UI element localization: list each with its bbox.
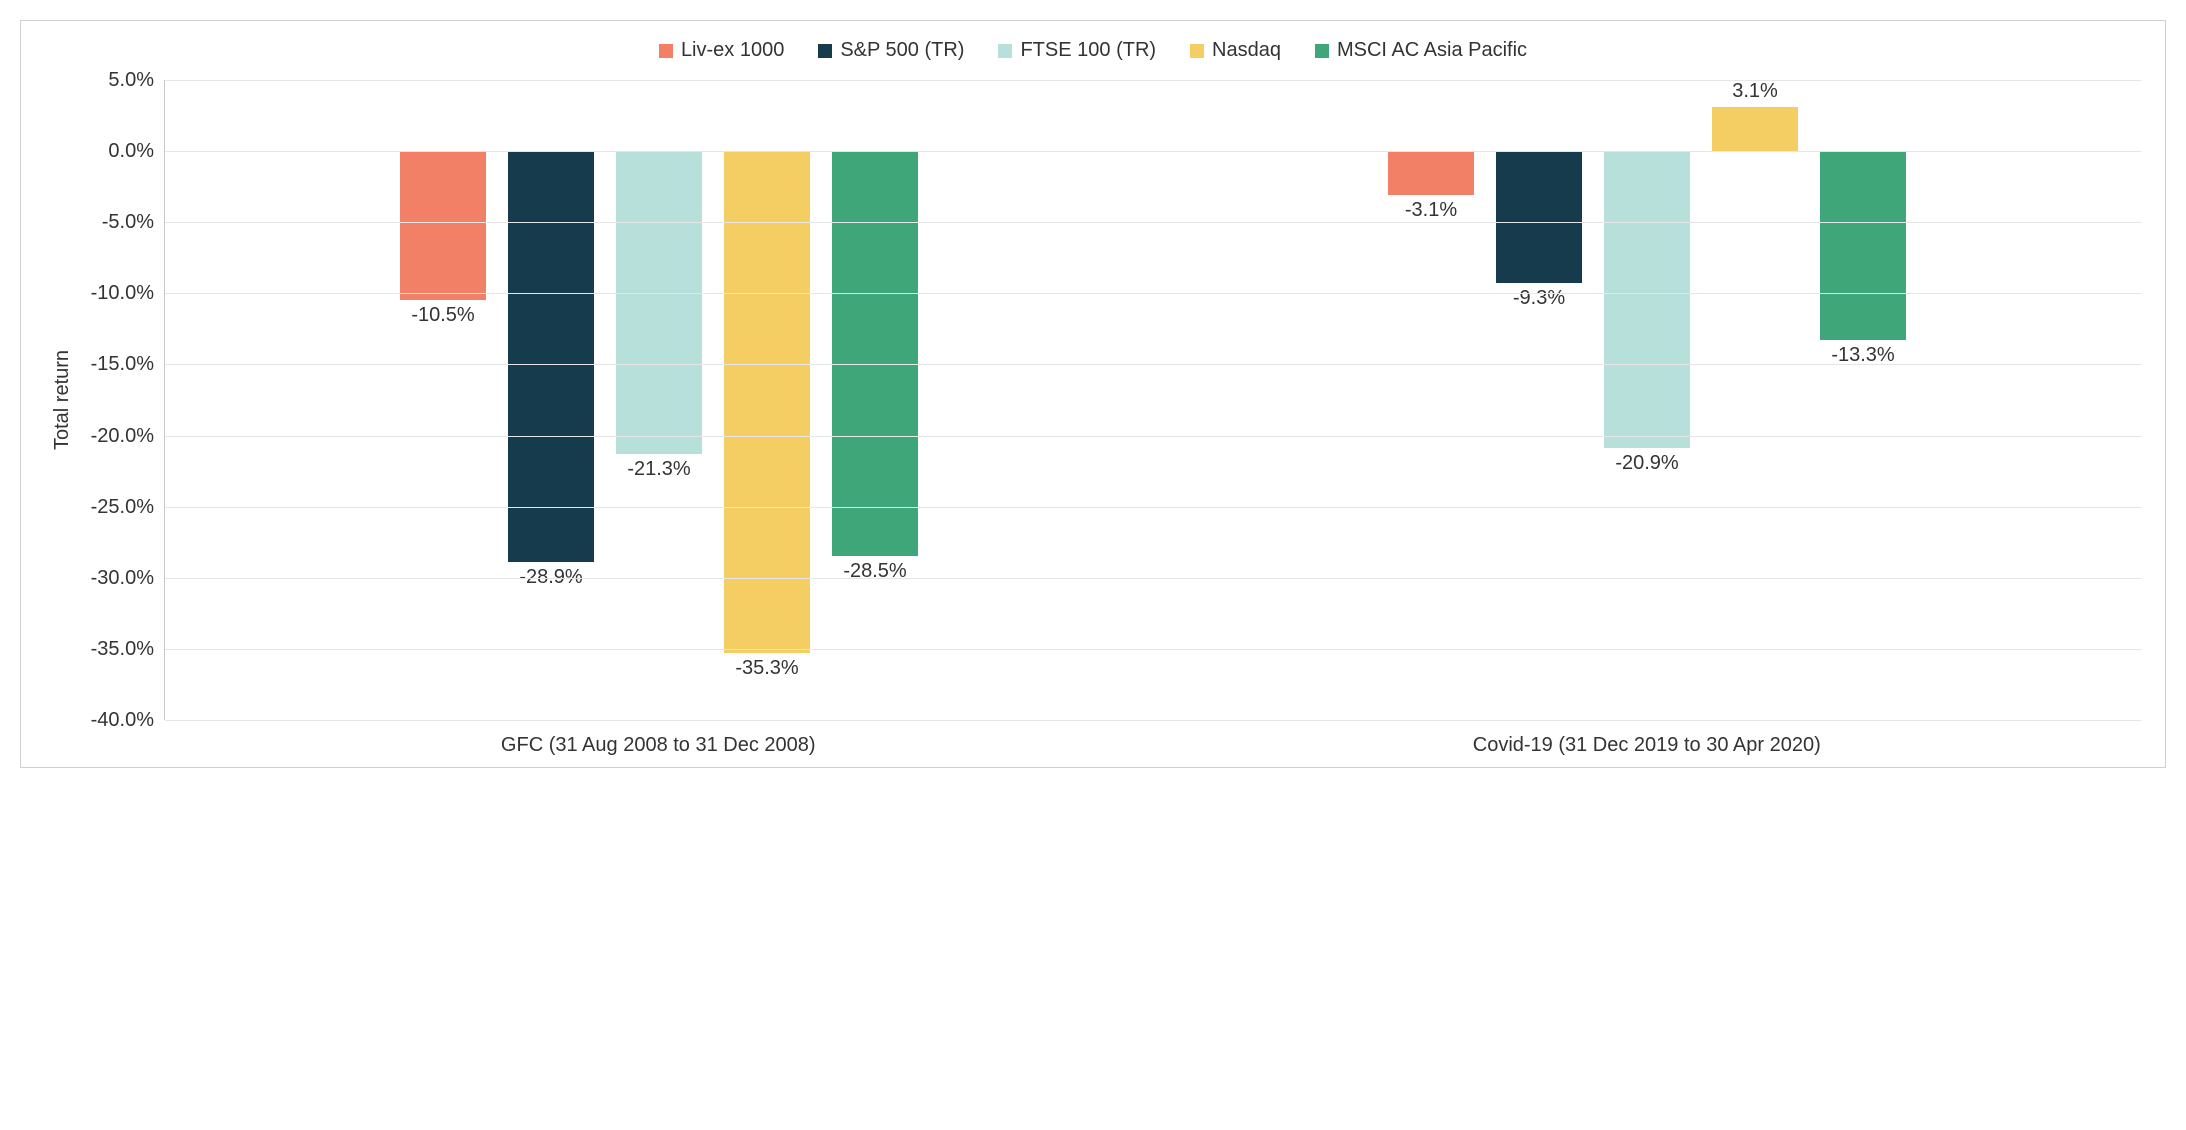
legend-swatch: [659, 44, 673, 58]
y-tick-label: -35.0%: [91, 639, 154, 659]
bar-slot: -21.3%: [605, 80, 713, 720]
grid-line: [165, 436, 2141, 437]
bar: [508, 151, 594, 562]
grid-line: [165, 151, 2141, 152]
legend-item: MSCI AC Asia Pacific: [1315, 39, 1527, 62]
bar-value-label: -35.3%: [735, 657, 798, 680]
bar-value-label: -3.1%: [1405, 199, 1457, 222]
legend-swatch: [818, 44, 832, 58]
bar-slot: -28.5%: [821, 80, 929, 720]
bar: [1712, 107, 1798, 151]
bar: [832, 151, 918, 556]
y-tick-label: -15.0%: [91, 354, 154, 374]
y-tick-label: -20.0%: [91, 426, 154, 446]
bar: [1604, 151, 1690, 448]
legend-item: S&P 500 (TR): [818, 39, 964, 62]
x-axis-label: Covid-19 (31 Dec 2019 to 30 Apr 2020): [1153, 734, 2142, 757]
legend-swatch: [1315, 44, 1329, 58]
bar-slot: -10.5%: [389, 80, 497, 720]
x-axis-label: GFC (31 Aug 2008 to 31 Dec 2008): [164, 734, 1153, 757]
x-axis: GFC (31 Aug 2008 to 31 Dec 2008) Covid-1…: [45, 734, 2141, 757]
bars-layer: -10.5% -28.9% -21.3% -35.3% -28.5% -3.1% -9.3%…: [165, 80, 2141, 720]
y-tick-label: -10.0%: [91, 283, 154, 303]
grid-line: [165, 649, 2141, 650]
legend-item: FTSE 100 (TR): [998, 39, 1156, 62]
grid-line: [165, 222, 2141, 223]
legend-label: S&P 500 (TR): [840, 39, 964, 62]
bar-slot: -3.1%: [1377, 80, 1485, 720]
bar-value-label: -21.3%: [627, 458, 690, 481]
legend-swatch: [1190, 44, 1204, 58]
chart-container: Liv-ex 1000 S&P 500 (TR) FTSE 100 (TR) N…: [20, 20, 2166, 768]
grid-line: [165, 507, 2141, 508]
bar-group: -3.1% -9.3% -20.9% 3.1% -13.3%: [1153, 80, 2141, 720]
y-tick-label: -5.0%: [102, 212, 154, 232]
bar-slot: -20.9%: [1593, 80, 1701, 720]
bar: [1496, 151, 1582, 283]
y-tick-label: -25.0%: [91, 497, 154, 517]
bar: [1820, 151, 1906, 340]
plot-area: -10.5% -28.9% -21.3% -35.3% -28.5% -3.1% -9.3%…: [164, 80, 2141, 720]
bar-slot: -35.3%: [713, 80, 821, 720]
bar-value-label: -20.9%: [1615, 452, 1678, 475]
grid-line: [165, 578, 2141, 579]
legend-label: Liv-ex 1000: [681, 39, 784, 62]
bar-slot: 3.1%: [1701, 80, 1809, 720]
y-tick-label: -30.0%: [91, 568, 154, 588]
bar-slot: -13.3%: [1809, 80, 1917, 720]
bar-value-label: -10.5%: [411, 304, 474, 327]
legend-item: Liv-ex 1000: [659, 39, 784, 62]
legend-label: MSCI AC Asia Pacific: [1337, 39, 1527, 62]
y-axis-labels: 5.0%0.0%-5.0%-10.0%-15.0%-20.0%-25.0%-30…: [74, 80, 164, 720]
legend-item: Nasdaq: [1190, 39, 1281, 62]
y-tick-label: -40.0%: [91, 710, 154, 730]
grid-line: [165, 80, 2141, 81]
grid-line: [165, 720, 2141, 721]
legend-label: Nasdaq: [1212, 39, 1281, 62]
plot-wrapper: Total return 5.0%0.0%-5.0%-10.0%-15.0%-2…: [45, 80, 2141, 720]
grid-line: [165, 364, 2141, 365]
y-tick-label: 0.0%: [108, 141, 154, 161]
legend-swatch: [998, 44, 1012, 58]
legend-label: FTSE 100 (TR): [1020, 39, 1156, 62]
bar: [400, 151, 486, 300]
bar-slot: -9.3%: [1485, 80, 1593, 720]
grid-line: [165, 293, 2141, 294]
bar: [1388, 151, 1474, 195]
bar-group: -10.5% -28.9% -21.3% -35.3% -28.5%: [165, 80, 1153, 720]
y-tick-label: 5.0%: [108, 70, 154, 90]
bar-value-label: 3.1%: [1732, 80, 1778, 103]
bar-slot: -28.9%: [497, 80, 605, 720]
legend: Liv-ex 1000 S&P 500 (TR) FTSE 100 (TR) N…: [45, 39, 2141, 62]
y-axis-title: Total return: [45, 80, 74, 720]
bar: [616, 151, 702, 454]
bar-value-label: -28.5%: [843, 560, 906, 583]
bar-value-label: -9.3%: [1513, 287, 1565, 310]
